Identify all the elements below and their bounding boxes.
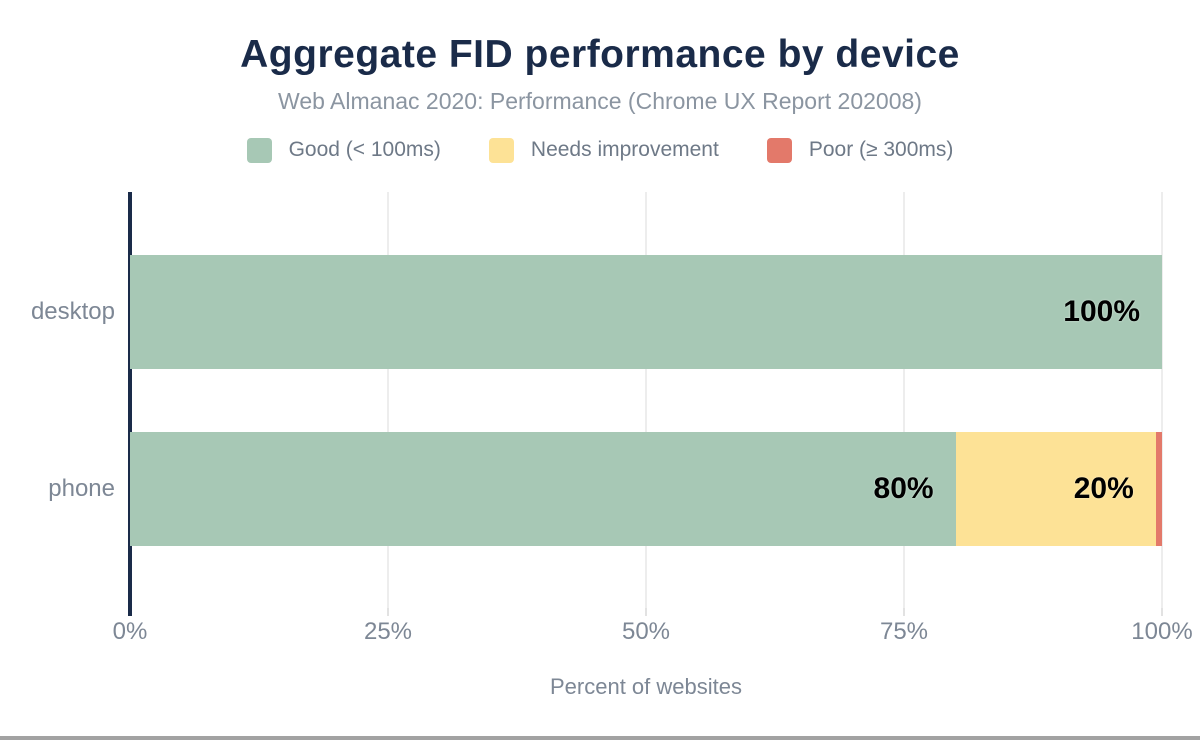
legend-label: Needs improvement [530,138,719,162]
x-tick-label: 25% [363,618,413,645]
x-tick-mark-25% [387,608,389,616]
bar-value-label: 80% [873,472,934,505]
plot-area: 0% 25% 50% 75% 100% 100% 80% 20% [113,192,1193,645]
legend-item-good: Good (< 100ms) [246,137,441,163]
x-axis-title: Percent of websites [550,674,742,699]
legend-label: Good (< 100ms) [288,138,441,162]
bar-segment-desktop-good: 100% [130,255,1162,369]
chart-title: Aggregate FID performance by device [240,33,960,76]
x-tick-mark-75% [903,608,905,616]
bottom-divider [0,736,1200,740]
gridline-50% [645,192,647,608]
x-tick-label: 50% [621,618,671,645]
legend-swatch-good-icon [246,137,272,163]
y-axis-line [128,192,132,616]
bar-segment-phone-good: 80% [130,432,956,546]
x-tick-label: 100% [1131,618,1193,645]
bar-value-label: 20% [1073,472,1134,505]
y-axis-label-phone: phone [48,475,115,502]
x-tick-mark-100% [1161,608,1163,616]
x-tick-mark-50% [645,608,647,616]
legend-swatch-needs_improvement-icon [488,137,514,163]
x-tick-label: 0% [112,618,148,645]
x-tick-label: 75% [879,618,929,645]
bar-phone: 80% 20% [130,432,1162,546]
legend-item-poor: Poor (≥ 300ms) [766,137,954,163]
gridline-75% [903,192,905,608]
bar-desktop: 100% [130,255,1162,369]
gridline-100% [1161,192,1163,608]
bar-segment-phone-needs_improvement: 20% [955,432,1156,546]
bar-value-label: 100% [1063,295,1140,328]
gridline-25% [387,192,389,608]
y-axis-label-desktop: desktop [30,298,115,325]
legend-swatch-poor-icon [766,137,792,163]
bar-segment-phone-poor [1155,432,1162,546]
chart-legend: Good (< 100ms) Needs improvement Poor (≥ 3… [0,137,1200,163]
chart-subtitle: Web Almanac 2020: Performance (Chrome UX… [278,87,922,114]
x-tick-mark-0% [128,608,132,616]
legend-label: Poor (≥ 300ms) [808,138,954,162]
legend-item-needs_improvement: Needs improvement [488,137,719,163]
